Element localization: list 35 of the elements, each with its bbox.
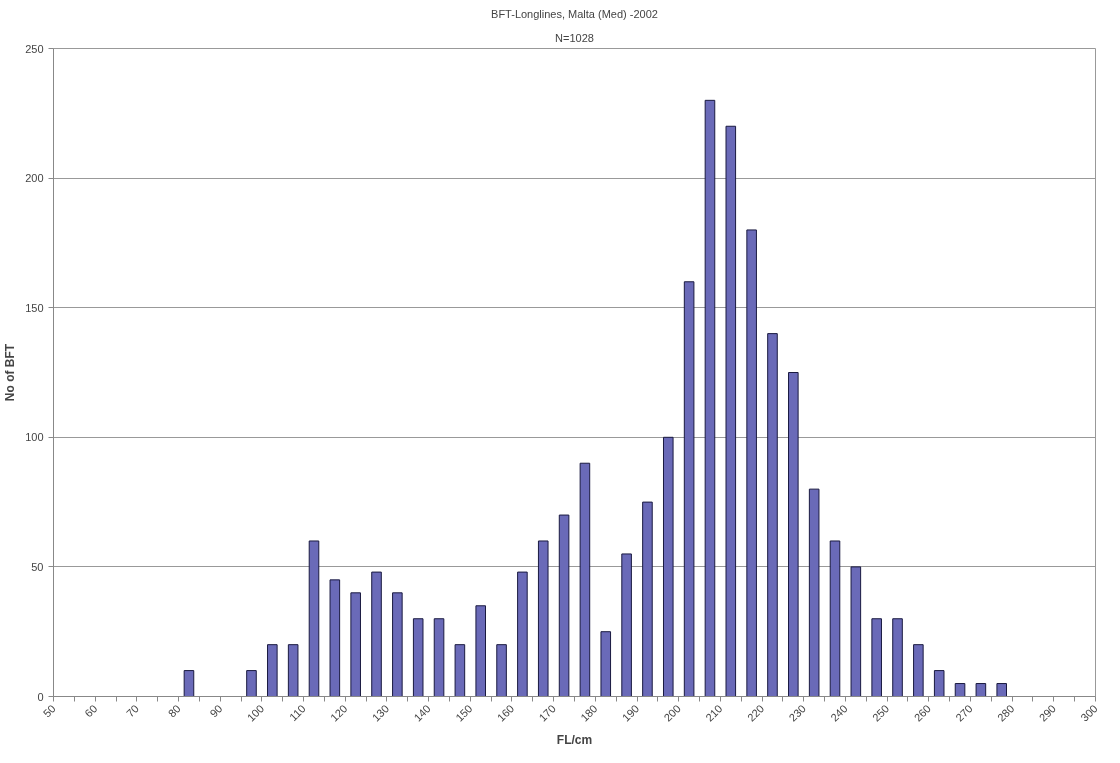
x-tick-label: 120 <box>328 702 350 724</box>
x-tick-label: 100 <box>244 702 267 724</box>
y-tick-label: 50 <box>31 560 44 573</box>
x-tick-label: 160 <box>494 702 517 724</box>
x-tick-label: 260 <box>911 702 934 724</box>
y-axis-title: No of BFT <box>3 343 18 402</box>
y-tick-label: 100 <box>25 431 44 444</box>
x-tick-label: 190 <box>619 702 642 724</box>
x-tick-label: 60 <box>82 702 100 720</box>
chart-subtitle: N=1028 <box>555 31 594 44</box>
y-tick-label: 0 <box>37 690 44 703</box>
x-tick-label: 220 <box>744 702 767 724</box>
x-tick-label: 70 <box>123 702 142 720</box>
x-tick-label: 170 <box>536 702 558 724</box>
x-axis-title: FL/cm <box>556 733 593 748</box>
y-tick-label: 150 <box>25 301 44 314</box>
x-tick-label: 180 <box>578 702 600 724</box>
x-tick-label: 210 <box>703 702 725 724</box>
x-tick-label: 250 <box>869 702 892 724</box>
y-tick-label: 250 <box>25 42 44 55</box>
x-tick-label: 280 <box>994 702 1017 724</box>
x-tick-label: 80 <box>165 702 183 720</box>
x-tick-label: 270 <box>953 702 975 724</box>
x-tick-label: 140 <box>411 702 433 724</box>
x-tick-label: 150 <box>453 702 475 724</box>
x-tick-label: 240 <box>828 702 850 724</box>
x-tick-label: 200 <box>661 702 683 724</box>
x-tick-label: 90 <box>207 702 225 720</box>
x-tick-label: 290 <box>1036 702 1059 724</box>
x-tick-label: 110 <box>286 702 308 724</box>
x-tick-label: 230 <box>786 702 808 724</box>
x-tick-label: 300 <box>1078 702 1100 724</box>
y-tick-label: 200 <box>25 172 44 185</box>
x-tick-label: 130 <box>369 702 392 724</box>
chart-title: BFT-Longlines, Malta (Med) -2002 <box>491 7 658 20</box>
